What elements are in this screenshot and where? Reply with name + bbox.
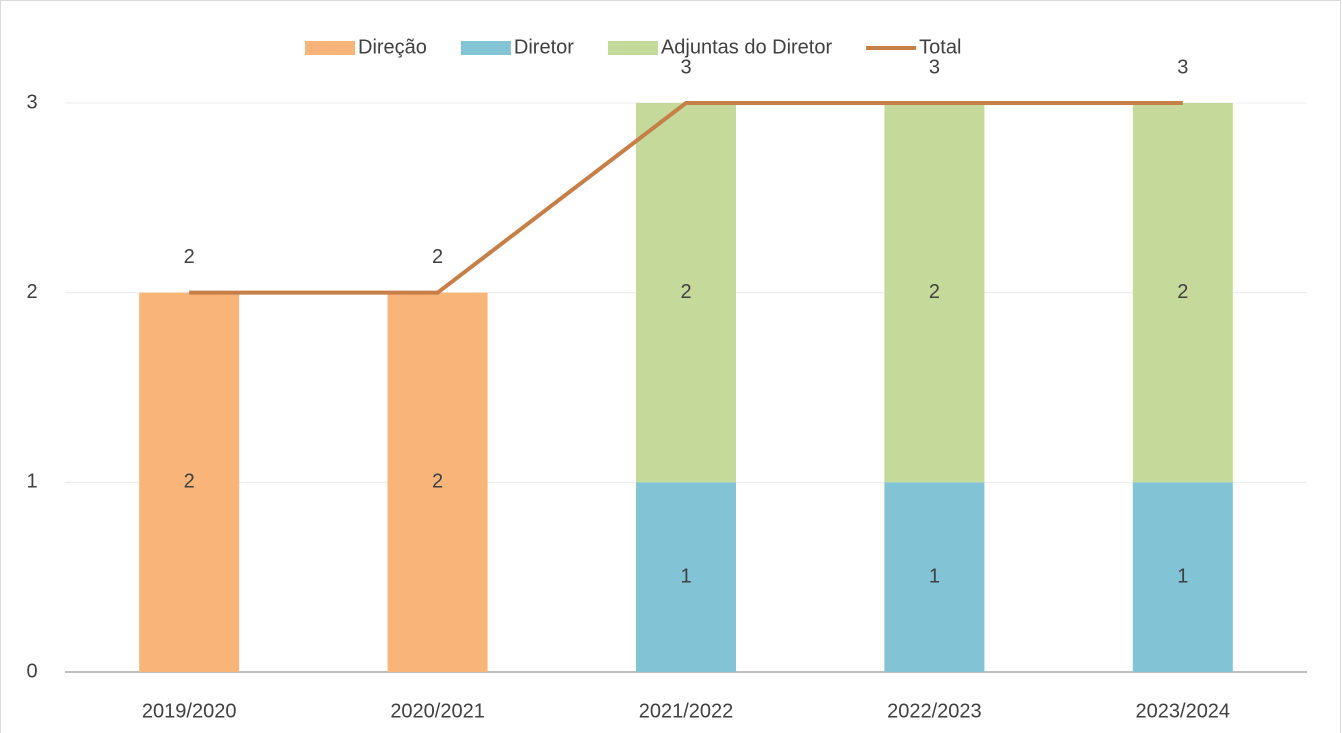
line-series	[189, 101, 1183, 295]
data-label: 3	[680, 56, 691, 78]
bar-segment	[636, 482, 736, 672]
x-tick-label: 2023/2024	[1136, 700, 1231, 722]
y-tick-label: 2	[26, 281, 37, 303]
bar-segment	[884, 482, 985, 672]
data-label: 2	[184, 246, 195, 268]
legend-swatch	[607, 41, 658, 55]
legend-label: Diretor	[514, 36, 574, 58]
bar-segment	[636, 103, 736, 483]
data-label: 1	[680, 565, 691, 587]
data-label: 2	[432, 246, 443, 268]
data-label: 3	[929, 56, 940, 78]
data-label: 3	[1177, 56, 1188, 78]
y-tick-label: 3	[26, 91, 37, 113]
y-tick-label: 1	[26, 471, 37, 493]
x-tick-label: 2020/2021	[390, 700, 485, 722]
bar-segment	[139, 292, 240, 672]
x-tick-label: 2021/2022	[639, 700, 734, 722]
data-label: 2	[929, 281, 940, 303]
data-label: 2	[1177, 281, 1188, 303]
bar-segment	[884, 103, 985, 483]
data-label: 2	[184, 471, 195, 493]
legend-label: Total	[919, 36, 961, 58]
bar-segment	[1132, 103, 1233, 483]
legend-label: Direção	[358, 36, 427, 58]
x-tick-label: 2019/2020	[142, 700, 237, 722]
data-label: 2	[680, 281, 691, 303]
data-label: 1	[1177, 565, 1188, 587]
x-tick-label: 2022/2023	[887, 700, 982, 722]
bar-segment	[387, 292, 488, 672]
bar-segment	[1132, 482, 1233, 672]
legend-swatch	[460, 41, 511, 55]
data-label: 2	[432, 471, 443, 493]
y-tick-label: 0	[26, 660, 37, 682]
legend-label: Adjuntas do Diretor	[661, 36, 833, 58]
legend-swatch	[305, 41, 355, 55]
data-label: 1	[929, 565, 940, 587]
